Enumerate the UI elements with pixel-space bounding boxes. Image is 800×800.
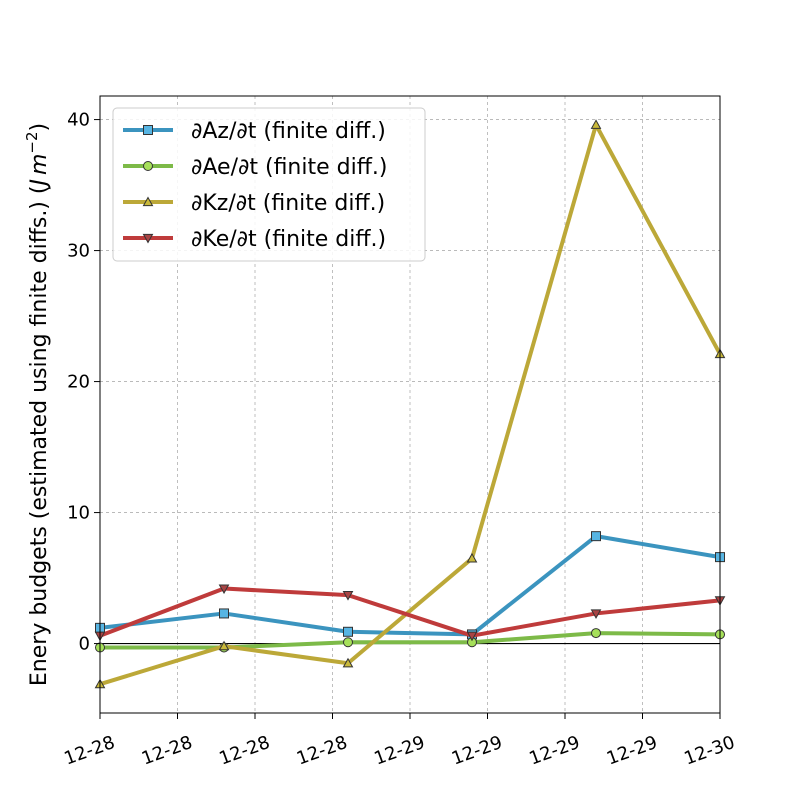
y-tick-label: 20 (67, 372, 90, 393)
legend-label: ∂Kz/∂t (finite diff.) (191, 191, 385, 216)
data-point (218, 584, 230, 595)
data-point (342, 591, 354, 601)
legend-label: ∂Az/∂t (finite diff.) (191, 119, 386, 144)
legend-item-2: ∂Ae/∂t (finite diff.) (123, 155, 387, 180)
data-point (142, 233, 154, 244)
data-point (343, 626, 353, 637)
data-point (343, 637, 353, 648)
data-point (591, 628, 601, 639)
data-point (591, 531, 601, 542)
x-tick-label: 12-28 (294, 732, 350, 770)
legend: ∂Az/∂t (finite diff.) ∂Ae/∂t (finite diff… (112, 107, 426, 262)
series-layer (94, 119, 726, 689)
x-tick-label: 12-29 (371, 732, 427, 770)
x-axis: 12-28 12-28 12-28 12-28 12-29 12-29 12-29 12-29… (61, 713, 738, 770)
x-tick-label: 12-29 (526, 732, 582, 770)
y-axis-label: Enery budgets (estimated using finite di… (23, 123, 52, 686)
x-tick-label: 12-29 (449, 732, 505, 770)
legend-item-4: ∂Ke/∂t (finite diff.) (123, 227, 386, 252)
y-tick-label: 40 (67, 110, 90, 131)
data-point (342, 657, 354, 668)
x-tick-label: 12-28 (216, 732, 272, 770)
data-point (466, 631, 478, 642)
data-point (590, 119, 602, 129)
y-axis: 0 10 20 30 40 (67, 110, 100, 655)
series-line (100, 631, 721, 650)
data-point (218, 640, 230, 651)
series-line (99, 534, 721, 637)
legend-label: ∂Ke/∂t (finite diff.) (191, 227, 386, 252)
y-tick-label: 0 (79, 634, 90, 655)
y-tick-label: 30 (67, 241, 90, 262)
x-tick-label: 12-30 (681, 732, 737, 770)
series-3 (94, 119, 726, 689)
data-point (142, 196, 154, 207)
data-point (143, 161, 153, 171)
series-line (99, 586, 721, 638)
y-tick-label: 10 (67, 503, 90, 524)
y-axis-label-unit-j: J (27, 179, 52, 190)
y-axis-label-main: Enery budgets (estimated using finite di… (27, 186, 52, 687)
y-axis-label-unit-exp: −2 (23, 131, 41, 153)
legend-item-3: ∂Kz/∂t (finite diff.) (123, 191, 385, 216)
legend-label: ∂Ae/∂t (finite diff.) (191, 155, 387, 180)
y-axis-label-unit-m: m (27, 154, 52, 175)
data-point (466, 552, 478, 563)
x-tick-label: 12-28 (61, 732, 117, 770)
x-tick-label: 12-29 (604, 732, 660, 770)
y-axis-label-close: ) (27, 123, 52, 132)
data-point (219, 608, 229, 619)
data-point (590, 609, 602, 619)
data-point (143, 125, 153, 135)
series-4 (94, 584, 726, 642)
legend-item-1: ∂Az/∂t (finite diff.) (123, 119, 386, 144)
x-tick-label: 12-28 (139, 732, 195, 770)
series-line (99, 122, 722, 687)
legend-box (112, 107, 426, 262)
